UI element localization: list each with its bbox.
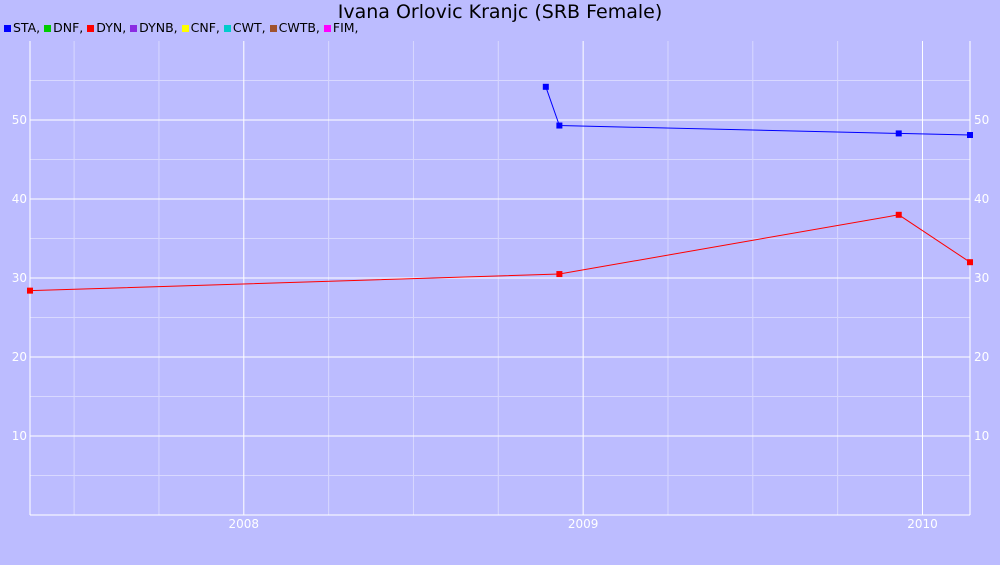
- legend-label: FIM,: [332, 20, 359, 35]
- legend-label: DYNB,: [139, 20, 178, 35]
- series-line-sta: [545, 86, 971, 136]
- y-tick-label-right: 40: [974, 192, 989, 206]
- legend-swatch: [269, 25, 277, 32]
- y-tick-label-left: 10: [12, 429, 27, 443]
- legend-label: CWTB,: [278, 20, 320, 35]
- legend: STA, DNF, DYN, DYNB, CNF, CWT, CWTB, FIM,: [4, 20, 363, 36]
- legend-label: DNF,: [53, 20, 84, 35]
- x-tick-label: 2008: [229, 517, 260, 531]
- y-tick-label-right: 20: [974, 350, 989, 364]
- data-point-dyn: [556, 271, 563, 278]
- legend-swatch: [323, 25, 331, 32]
- legend-item: CWT,: [223, 20, 266, 36]
- y-tick-label-right: 30: [974, 271, 989, 285]
- legend-item: CNF,: [181, 20, 220, 36]
- legend-swatch: [44, 25, 52, 32]
- chart-title: Ivana Orlovic Kranjc (SRB Female): [337, 1, 663, 23]
- y-tick-label-left: 30: [12, 271, 27, 285]
- legend-label: CWT,: [232, 20, 266, 35]
- legend-swatch: [87, 25, 95, 32]
- y-tick-label-left: 20: [12, 350, 27, 364]
- data-point-dyn: [895, 211, 902, 218]
- y-tick-label-left: 40: [12, 192, 27, 206]
- y-tick-label-right: 50: [974, 113, 989, 127]
- data-point-sta: [556, 122, 563, 129]
- legend-item: DNF,: [44, 20, 83, 36]
- legend-label: DYN,: [96, 20, 127, 35]
- data-point-dyn: [27, 287, 33, 294]
- legend-swatch: [223, 25, 231, 32]
- x-tick-label: 2010: [907, 517, 938, 531]
- legend-item: DYNB,: [130, 20, 178, 36]
- y-tick-label-right: 10: [974, 429, 989, 443]
- legend-item: CWTB,: [269, 20, 320, 36]
- series-line-dyn: [29, 214, 971, 292]
- data-point-sta: [542, 83, 549, 90]
- y-tick-label-left: 50: [12, 113, 27, 127]
- legend-label: CNF,: [190, 20, 220, 35]
- data-point-sta: [967, 132, 973, 139]
- legend-swatch: [130, 25, 138, 32]
- legend-label: STA,: [13, 20, 41, 35]
- data-point-sta: [895, 130, 902, 137]
- legend-swatch: [4, 25, 11, 32]
- legend-item: STA,: [4, 20, 40, 36]
- x-tick-label: 2009: [568, 517, 599, 531]
- legend-swatch: [181, 25, 189, 32]
- data-point-dyn: [967, 259, 973, 266]
- legend-item: FIM,: [323, 20, 359, 36]
- legend-item: DYN,: [87, 20, 126, 36]
